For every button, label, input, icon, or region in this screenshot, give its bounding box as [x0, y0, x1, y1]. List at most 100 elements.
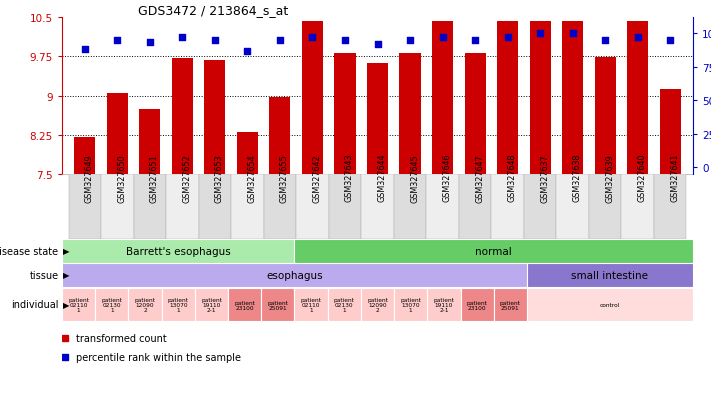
Point [437, 35, 448, 41]
Point [469, 38, 481, 44]
Bar [195, 288, 228, 322]
Bar [654, 175, 687, 240]
Text: GSM327652: GSM327652 [182, 154, 191, 202]
Text: esophagus: esophagus [266, 271, 323, 280]
Text: patient
12090
2: patient 12090 2 [367, 297, 388, 312]
Point [502, 35, 513, 41]
Bar [62, 288, 95, 322]
Point [176, 35, 188, 41]
Bar [296, 175, 328, 240]
Bar [161, 288, 195, 322]
Bar [367, 64, 388, 175]
Bar [493, 288, 527, 322]
Bar [172, 59, 193, 175]
Bar [527, 264, 693, 287]
Text: small intestine: small intestine [572, 271, 648, 280]
Text: GSM327647: GSM327647 [475, 154, 484, 202]
Text: disease state: disease state [0, 247, 58, 256]
Bar [627, 22, 648, 175]
Text: GSM327640: GSM327640 [638, 154, 647, 202]
Text: GSM327646: GSM327646 [442, 154, 451, 202]
Text: GSM327650: GSM327650 [117, 154, 127, 202]
Text: patient
19110
2-1: patient 19110 2-1 [201, 297, 222, 312]
Bar [594, 58, 616, 175]
Bar [134, 175, 166, 240]
Text: GDS3472 / 213864_s_at: GDS3472 / 213864_s_at [138, 4, 288, 17]
Text: individual: individual [11, 300, 58, 310]
Point [665, 38, 676, 44]
Text: GSM327654: GSM327654 [247, 154, 257, 202]
Point [209, 38, 220, 44]
Point [405, 38, 416, 44]
Bar [427, 288, 461, 322]
Bar [394, 288, 427, 322]
Text: GSM327641: GSM327641 [670, 154, 679, 202]
Text: patient
25091: patient 25091 [267, 300, 288, 310]
Bar [237, 133, 258, 175]
Bar [432, 22, 453, 175]
Text: Barrett's esophagus: Barrett's esophagus [126, 247, 230, 256]
Point [339, 38, 351, 44]
Bar [530, 22, 551, 175]
Text: GSM327643: GSM327643 [345, 154, 354, 202]
Bar [269, 98, 291, 175]
Point [242, 48, 253, 55]
Bar [361, 175, 394, 240]
Text: patient
02130
1: patient 02130 1 [334, 297, 355, 312]
Text: patient
02110
1: patient 02110 1 [68, 297, 89, 312]
Bar [394, 175, 427, 240]
Text: GSM327648: GSM327648 [508, 154, 517, 202]
Text: patient
13070
1: patient 13070 1 [168, 297, 188, 312]
Bar [527, 288, 693, 322]
Bar [524, 175, 557, 240]
Point [144, 40, 156, 47]
Text: GSM327637: GSM327637 [540, 154, 549, 202]
Bar [294, 240, 693, 263]
Bar [228, 288, 261, 322]
Bar [198, 175, 231, 240]
Point [535, 31, 546, 37]
Bar [261, 288, 294, 322]
Bar [464, 53, 486, 175]
Bar [400, 53, 421, 175]
Text: patient
19110
2-1: patient 19110 2-1 [434, 297, 454, 312]
Text: patient
02130
1: patient 02130 1 [102, 297, 122, 312]
Bar [294, 288, 328, 322]
Text: GSM327649: GSM327649 [85, 154, 94, 202]
Bar [204, 61, 225, 175]
Bar [589, 175, 621, 240]
Bar [497, 22, 518, 175]
Bar [107, 94, 128, 175]
Point [79, 47, 90, 53]
Text: GSM327639: GSM327639 [605, 154, 614, 202]
Bar [459, 175, 491, 240]
Bar [62, 264, 527, 287]
Text: GSM327653: GSM327653 [215, 154, 224, 202]
Text: normal: normal [476, 247, 512, 256]
Text: percentile rank within the sample: percentile rank within the sample [76, 352, 241, 362]
Bar [361, 288, 394, 322]
Text: ▶: ▶ [63, 247, 70, 256]
Text: patient
12090
2: patient 12090 2 [134, 297, 156, 312]
Text: GSM327655: GSM327655 [280, 154, 289, 202]
Text: tissue: tissue [29, 271, 58, 280]
Text: GSM327644: GSM327644 [378, 154, 387, 202]
Bar [427, 175, 459, 240]
Bar [621, 175, 654, 240]
Text: GSM327642: GSM327642 [312, 154, 321, 202]
Text: GSM327645: GSM327645 [410, 154, 419, 202]
Text: patient
23100: patient 23100 [234, 300, 255, 310]
Point [632, 35, 643, 41]
Bar [334, 53, 356, 175]
Bar [302, 22, 323, 175]
Bar [129, 288, 161, 322]
Bar [562, 22, 583, 175]
Bar [660, 90, 681, 175]
Text: ▶: ▶ [63, 271, 70, 280]
Bar [101, 175, 134, 240]
Bar [491, 175, 524, 240]
Bar [74, 138, 95, 175]
Bar [231, 175, 264, 240]
Bar [166, 175, 198, 240]
Point [112, 38, 123, 44]
